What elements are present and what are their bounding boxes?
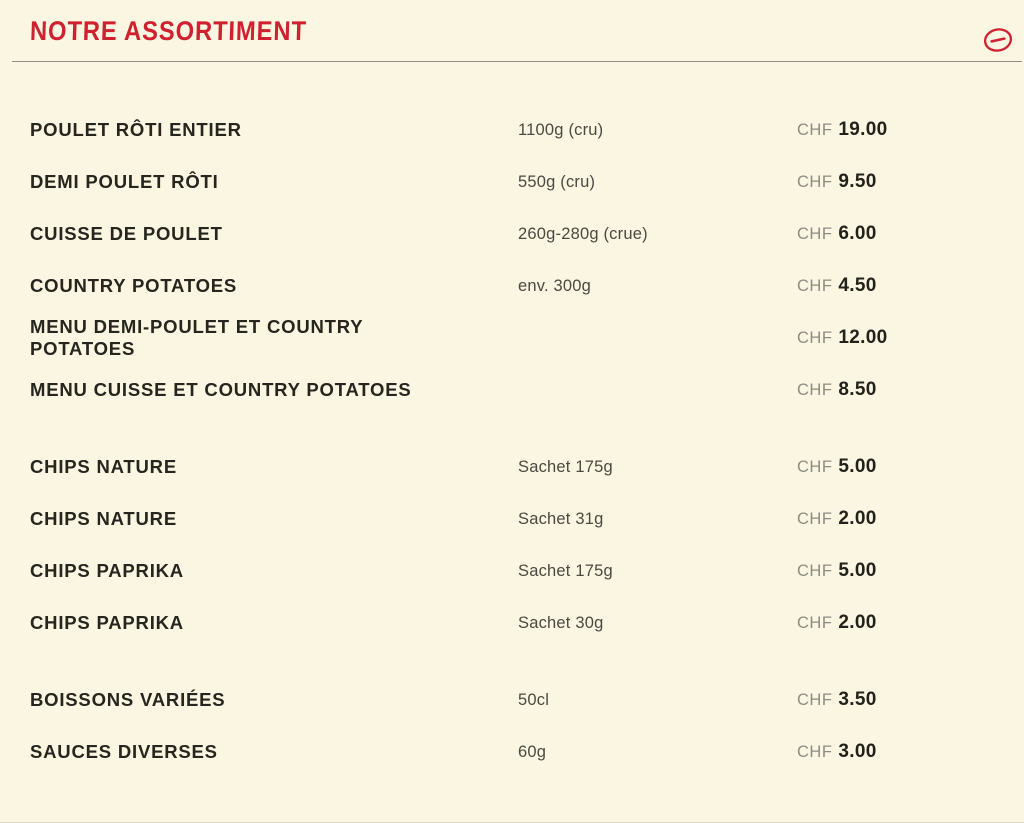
menu-group: BOISSONS VARIÉES 50cl CHF 3.50 SAUCES DIV… [30,674,994,778]
price-amount: 2.00 [838,612,877,633]
collapse-section-button[interactable] [982,24,1014,56]
menu-item-row: CHIPS NATURE Sachet 175g CHF 5.00 [30,441,994,493]
currency-label: CHF [797,562,833,580]
menu-item-name: POULET RÔTI ENTIER [30,118,242,140]
menu-item-portion: 50cl [518,690,550,709]
menu-item-name: MENU DEMI-POULET ET COUNTRY POTATOES [30,315,364,359]
menu-item-row: COUNTRY POTATOES env. 300g CHF 4.50 [30,260,994,312]
menu-item-price: CHF 2.00 [797,508,994,530]
menu-item-row: CHIPS PAPRIKA Sachet 175g CHF 5.00 [30,545,994,597]
currency-label: CHF [797,691,833,709]
menu-item-price: CHF 19.00 [797,119,994,141]
currency-label: CHF [797,743,833,761]
menu-item-portion: Sachet 31g [518,509,604,528]
menu-item-row: CHIPS NATURE Sachet 31g CHF 2.00 [30,493,994,545]
menu-item-portion: Sachet 175g [518,457,613,476]
menu-item-price: CHF 2.00 [797,612,994,634]
header-divider [12,61,1022,62]
menu-group: CHIPS NATURE Sachet 175g CHF 5.00 CHIPS N… [30,441,994,649]
menu-item-row: MENU CUISSE ET COUNTRY POTATOES CHF 8.50 [30,364,994,416]
menu-item-name: CHIPS NATURE [30,455,177,477]
menu-item-price: CHF 8.50 [797,379,994,401]
menu-item-price: CHF 3.50 [797,689,994,711]
menu-item-name: CHIPS PAPRIKA [30,559,184,581]
menu-item-name: COUNTRY POTATOES [30,274,238,296]
menu-item-name: BOISSONS VARIÉES [30,688,226,710]
menu-item-row: MENU DEMI-POULET ET COUNTRY POTATOES CHF… [30,312,994,364]
menu-item-row: CUISSE DE POULET 260g-280g (crue) CHF 6.0… [30,208,994,260]
currency-label: CHF [797,329,833,347]
menu-group: POULET RÔTI ENTIER 1100g (cru) CHF 19.00 … [30,104,994,416]
currency-label: CHF [797,381,833,399]
menu-item-name: MENU CUISSE ET COUNTRY POTATOES [30,378,412,400]
price-amount: 5.00 [838,456,877,477]
currency-label: CHF [797,458,833,476]
menu-item-portion: 550g (cru) [518,172,596,191]
section-title: NOTRE ASSORTIMENT [29,16,308,46]
currency-label: CHF [797,614,833,632]
minus-circle-icon [982,28,1014,59]
price-amount: 2.00 [838,508,877,529]
currency-label: CHF [797,173,833,191]
menu-item-portion: Sachet 30g [518,613,604,632]
menu-item-name: DEMI POULET RÔTI [30,170,219,192]
menu-item-name: SAUCES DIVERSES [30,740,218,762]
price-amount: 19.00 [838,119,888,140]
menu-item-price: CHF 5.00 [797,560,994,582]
menu-item-price: CHF 3.00 [797,741,994,763]
currency-label: CHF [797,277,833,295]
menu-list: POULET RÔTI ENTIER 1100g (cru) CHF 19.00 … [0,62,1024,778]
price-amount: 6.00 [838,223,877,244]
price-amount: 3.00 [838,741,877,762]
menu-item-price: CHF 6.00 [797,223,994,245]
menu-item-portion: Sachet 175g [518,561,613,580]
menu-item-row: SAUCES DIVERSES 60g CHF 3.00 [30,726,994,778]
currency-label: CHF [797,510,833,528]
menu-item-row: POULET RÔTI ENTIER 1100g (cru) CHF 19.00 [30,104,994,156]
price-amount: 5.00 [838,560,877,581]
menu-item-portion: 260g-280g (crue) [518,224,648,243]
menu-item-portion: 60g [518,742,547,761]
section-header: NOTRE ASSORTIMENT [0,0,1024,61]
menu-item-price: CHF 4.50 [797,275,994,297]
menu-item-name: CHIPS PAPRIKA [30,611,184,633]
price-amount: 4.50 [838,275,877,296]
menu-item-price: CHF 5.00 [797,456,994,478]
menu-item-row: DEMI POULET RÔTI 550g (cru) CHF 9.50 [30,156,994,208]
menu-item-portion: env. 300g [518,276,592,295]
currency-label: CHF [797,225,833,243]
menu-item-name: CUISSE DE POULET [30,222,223,244]
menu-item-price: CHF 12.00 [797,327,994,349]
menu-item-name: CHIPS NATURE [30,507,177,529]
price-amount: 12.00 [838,327,888,348]
price-amount: 3.50 [838,689,877,710]
menu-item-portion: 1100g (cru) [518,120,604,139]
price-amount: 9.50 [838,171,877,192]
menu-item-row: CHIPS PAPRIKA Sachet 30g CHF 2.00 [30,597,994,649]
menu-item-price: CHF 9.50 [797,171,994,193]
price-amount: 8.50 [838,379,877,400]
currency-label: CHF [797,121,833,139]
menu-item-row: BOISSONS VARIÉES 50cl CHF 3.50 [30,674,994,726]
